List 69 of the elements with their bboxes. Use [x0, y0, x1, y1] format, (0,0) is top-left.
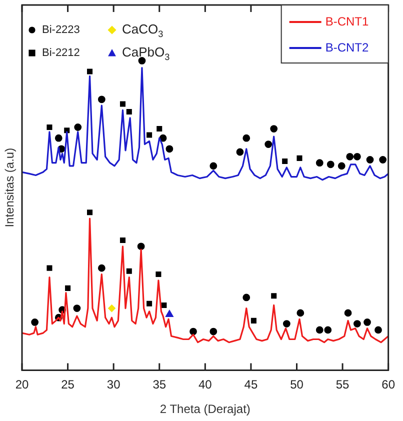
- point: [87, 210, 93, 216]
- point: [344, 309, 352, 317]
- legend-label: B-CNT1: [325, 14, 369, 28]
- point: [161, 302, 167, 308]
- point: [166, 145, 174, 153]
- point: [316, 326, 324, 334]
- point: [156, 126, 162, 132]
- point: [282, 158, 288, 164]
- x-tick-label: 30: [106, 378, 121, 392]
- point: [65, 285, 71, 291]
- point: [137, 242, 145, 250]
- legend-label: Bi-2223: [42, 24, 80, 36]
- point: [296, 155, 302, 161]
- point: [353, 320, 361, 328]
- point: [120, 237, 126, 243]
- point: [54, 134, 62, 142]
- point: [271, 293, 277, 299]
- point: [236, 148, 244, 156]
- point: [46, 265, 52, 271]
- point: [87, 68, 93, 74]
- point: [282, 320, 290, 328]
- x-tick-label: 50: [290, 378, 304, 392]
- x-tick-label: 60: [382, 378, 396, 392]
- point: [98, 96, 106, 104]
- point: [190, 328, 197, 336]
- point: [210, 328, 218, 336]
- point: [353, 152, 361, 160]
- point: [364, 318, 371, 326]
- point: [165, 310, 174, 317]
- point: [108, 304, 116, 312]
- y-axis-title: Intensitas (a.u): [2, 148, 16, 228]
- x-tick-label: 45: [244, 378, 258, 392]
- point: [159, 134, 167, 142]
- point: [120, 101, 126, 107]
- point: [374, 326, 382, 334]
- point: [126, 109, 132, 115]
- point: [296, 309, 304, 317]
- point: [31, 318, 39, 326]
- point: [73, 304, 81, 312]
- x-tick-label: 20: [15, 378, 29, 392]
- x-tick-label: 40: [198, 378, 212, 392]
- point: [270, 125, 278, 132]
- point: [98, 264, 106, 272]
- point: [326, 160, 334, 168]
- legend-label: B-CNT2: [325, 40, 369, 54]
- legend-label: Bi-2212: [42, 47, 80, 60]
- point: [264, 140, 272, 148]
- point: [242, 294, 250, 302]
- point: [316, 159, 324, 167]
- x-tick-label: 35: [152, 378, 166, 392]
- x-tick-label: 25: [61, 378, 75, 392]
- point: [346, 152, 354, 160]
- x-tick-label: 55: [336, 378, 350, 392]
- point: [146, 300, 152, 306]
- point: [74, 124, 82, 131]
- point: [146, 132, 152, 138]
- point: [250, 318, 256, 324]
- point: [338, 162, 346, 170]
- point: [324, 326, 332, 334]
- point: [126, 268, 132, 274]
- point: [138, 57, 146, 64]
- point: [210, 162, 218, 170]
- x-axis-title: 2 Theta (Derajat): [160, 402, 250, 416]
- point: [366, 156, 374, 164]
- point: [64, 128, 70, 134]
- point: [242, 134, 250, 142]
- point: [46, 124, 52, 130]
- point: [379, 156, 387, 164]
- point: [156, 271, 162, 278]
